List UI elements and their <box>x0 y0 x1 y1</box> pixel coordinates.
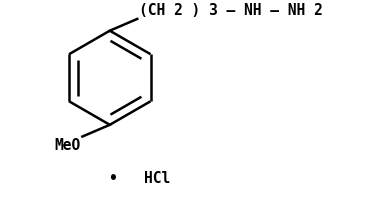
Text: (CH 2 ) 3 — NH — NH 2: (CH 2 ) 3 — NH — NH 2 <box>139 3 323 18</box>
Text: •   HCl: • HCl <box>109 171 170 186</box>
Text: MeO: MeO <box>54 138 81 153</box>
